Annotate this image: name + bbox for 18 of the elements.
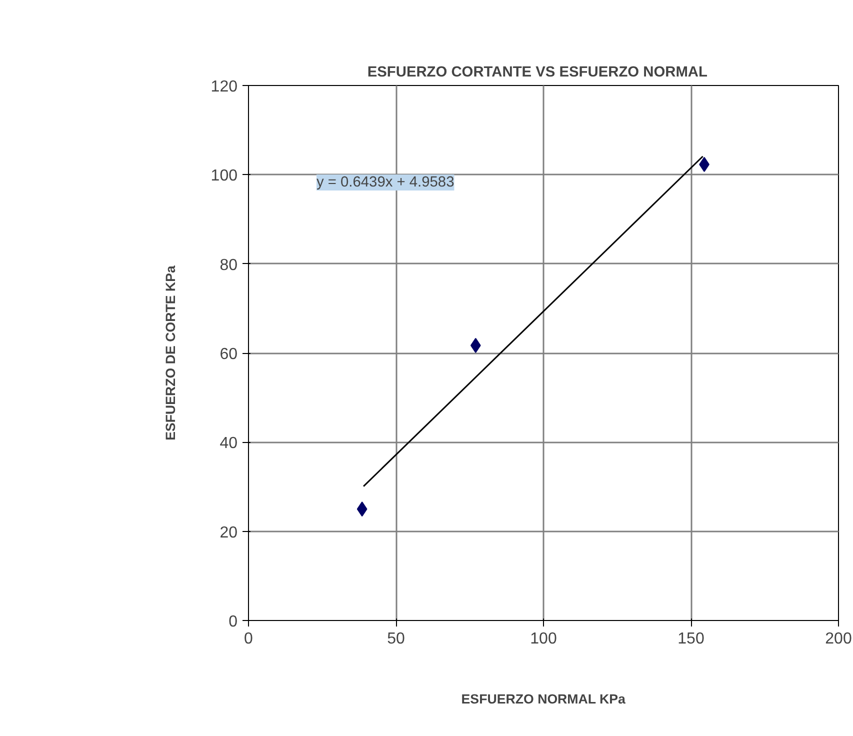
x-tick-label: 100 <box>530 630 557 648</box>
y-tick-label: 40 <box>220 435 238 452</box>
x-tick-label: 50 <box>387 630 405 648</box>
x-tick-label: 200 <box>825 630 852 648</box>
point <box>356 502 368 517</box>
annotation: y = 0.6439x + 4.9583 <box>316 174 454 190</box>
x-tick-label: 0 <box>244 630 254 648</box>
y-tick-label: 0 <box>228 614 238 630</box>
point <box>470 338 481 353</box>
y-tick-label: 20 <box>220 524 238 542</box>
y-tick-label: 80 <box>220 256 238 274</box>
x-axis-title: ESFUERZO NORMAL KPa <box>461 692 626 706</box>
x-tick-label: 150 <box>678 630 704 648</box>
y-axis-title: ESFUERZO DE CORTE KPa <box>162 265 178 440</box>
chart-title: ESFUERZO CORTANTE VS ESFUERZO NORMAL <box>367 64 708 80</box>
y-tick-label: 120 <box>210 78 238 96</box>
y-tick-label: 100 <box>210 168 238 185</box>
y-tick-label: 60 <box>220 346 238 363</box>
